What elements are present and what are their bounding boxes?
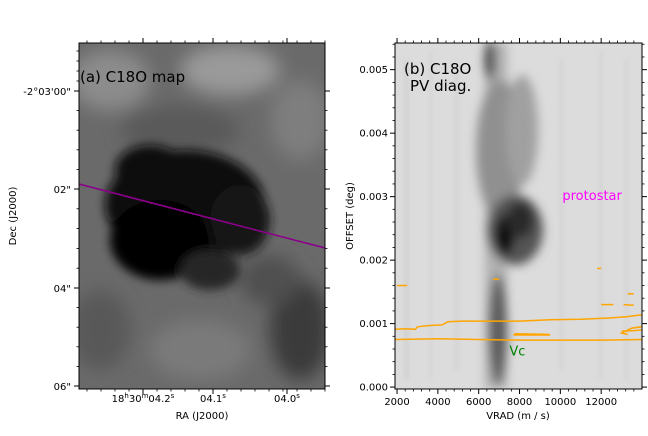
- cut-line: [79, 183, 325, 249]
- pv-x-tick-label: 8000: [507, 397, 532, 408]
- map-frame: [78, 42, 326, 390]
- pv-x-tick-label: 12000: [585, 397, 617, 408]
- contour-line: [619, 326, 642, 336]
- contour-line: [395, 338, 642, 341]
- pv-tick-labels: 2000 4000 6000 8000 10000 12000 0.000 0.001 0.00…: [359, 65, 617, 408]
- pv-panel-label: (b) C18O PV diag.: [404, 60, 471, 95]
- contour-line: [623, 303, 634, 306]
- pv-x-tick-label: 10000: [544, 397, 576, 408]
- contour-line: [395, 313, 642, 331]
- pv-image: [395, 43, 642, 389]
- map-x-tick-label: 18h30m04.2s: [112, 392, 175, 405]
- pv-y-tick-label: 0.001: [359, 319, 388, 330]
- pv-y-tick-label: 0.003: [359, 192, 388, 203]
- map-panel-label: (a) C18O map: [80, 68, 185, 86]
- contours: [395, 267, 642, 341]
- map-x-tick-label: 04.1s: [200, 392, 226, 405]
- map-ticks: [74, 38, 330, 394]
- map-image: [79, 43, 325, 389]
- map-y-axis-label: Dec (J2000): [8, 187, 19, 246]
- pv-x-tick-label: 4000: [425, 397, 450, 408]
- pv-y-tick-label: 0.002: [359, 256, 388, 267]
- pv-panel: 2000 4000 6000 8000 10000 12000 0.000 0.001 0.00…: [345, 38, 647, 422]
- map-y-tick-label: 06": [54, 382, 71, 393]
- pv-y-tick-label: 0.005: [359, 65, 388, 76]
- pv-y-tick-label: 0.000: [359, 383, 388, 394]
- pv-x-tick-label: 6000: [466, 397, 491, 408]
- map-x-tick-label: 04.0s: [274, 392, 300, 405]
- map-panel: (a) C18O map -2°03'00" 02" 04" 06" 18h30…: [8, 38, 330, 422]
- map-x-axis-label: RA (J2000): [176, 411, 229, 422]
- pv-ticks: [390, 38, 647, 394]
- pv-frame: [394, 42, 643, 390]
- protostar-annotation: protostar: [562, 189, 622, 204]
- contour-line: [513, 333, 551, 336]
- pv-x-axis-label: VRAD (m / s): [486, 411, 550, 422]
- map-y-tick-label: 04": [54, 284, 71, 295]
- map-y-tick-label: -2°03'00": [23, 87, 71, 98]
- pv-x-tick-label: 2000: [384, 397, 409, 408]
- pv-y-tick-label: 0.004: [359, 129, 388, 140]
- pv-y-axis-label: OFFSET (deg): [345, 182, 356, 250]
- map-y-tick-label: 02": [54, 185, 71, 196]
- vc-annotation: Vc: [509, 344, 525, 359]
